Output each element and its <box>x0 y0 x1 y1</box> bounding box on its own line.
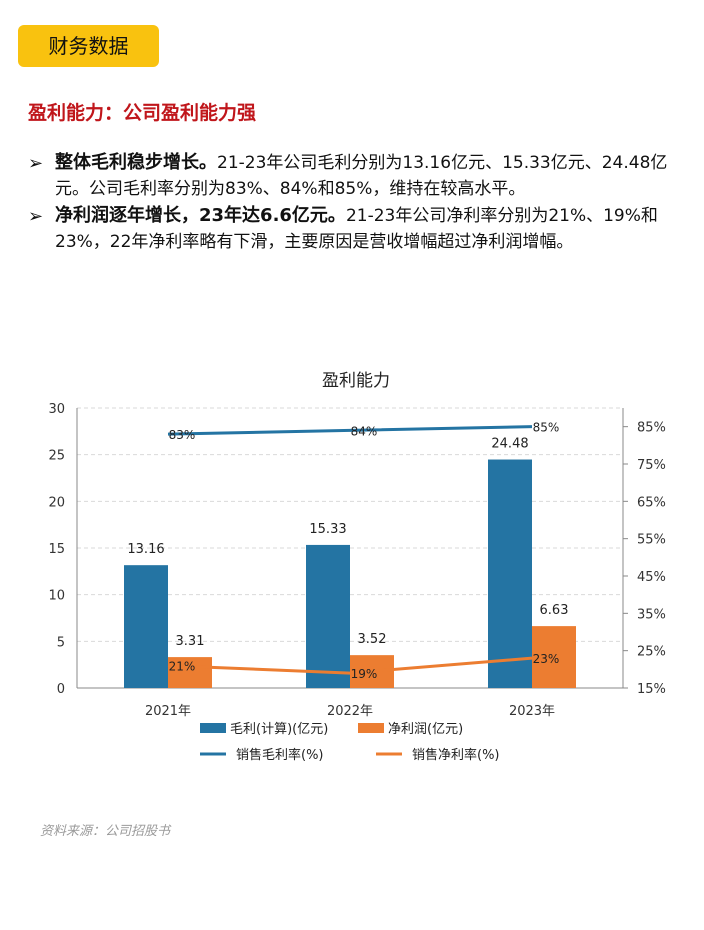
profitability-chart: 盈利能力 0 5 10 15 20 25 30 15% 25% 35% 45% 55% 65% 75% 85… <box>48 371 665 763</box>
chart-bars <box>124 459 576 688</box>
chart-data-labels: 13.16 15.33 24.48 3.31 3.52 6.63 83% 84% 85% 21% 1… <box>127 421 568 681</box>
left-tick-label: 20 <box>48 495 65 510</box>
bullet-body-1: 21-23年公司毛利分别为13.16亿元、15.33亿元、24.48亿元。公司毛… <box>55 153 668 199</box>
bullet-text-2: 净利润逐年增长，23年达6.6亿元。21-23年公司净利率分别为21%、19%和… <box>55 203 688 255</box>
bullet-text-1: 整体毛利稳步增长。21-23年公司毛利分别为13.16亿元、15.33亿元、24… <box>55 150 688 202</box>
series-line <box>167 425 533 436</box>
left-tick-label: 25 <box>48 449 65 464</box>
line-data-label: 21% <box>169 660 196 674</box>
bar-data-label: 6.63 <box>540 603 569 618</box>
line-data-label: 84% <box>351 424 378 438</box>
x-tick-label: 2022年 <box>327 704 373 719</box>
bullet-body-2: 21-23年公司净利率分别为21%、19%和23%，22年净利率略有下滑，主要原… <box>55 206 658 252</box>
source-note: 资料来源：公司招股书 <box>40 824 171 839</box>
left-tick-label: 0 <box>57 682 65 697</box>
bar <box>532 626 576 688</box>
line-data-label: 83% <box>169 428 196 442</box>
left-tick-label: 30 <box>48 402 65 417</box>
bar <box>168 657 212 688</box>
section-title: 盈利能力：公司盈利能力强 <box>28 102 257 124</box>
legend-label: 销售毛利率(%) <box>236 747 324 763</box>
right-tick-label: 45% <box>637 570 666 585</box>
line-data-label: 85% <box>533 421 560 435</box>
bullet-item-2: ➢ 净利润逐年增长，23年达6.6亿元。21-23年公司净利率分别为21%、19… <box>28 203 688 255</box>
line-data-label: 19% <box>351 667 378 681</box>
bar-data-label: 3.31 <box>176 634 205 649</box>
bullet-bold-1: 整体毛利稳步增长。 <box>55 152 217 173</box>
chart-title: 盈利能力 <box>322 371 390 391</box>
arrow-bullet-icon: ➢ <box>28 153 44 174</box>
legend-label: 销售净利率(%) <box>412 747 500 763</box>
legend-swatch <box>200 723 226 733</box>
right-tick-label: 35% <box>637 607 666 622</box>
chart-lines <box>167 425 533 675</box>
legend-label: 毛利(计算)(亿元) <box>230 722 328 737</box>
arrow-bullet-icon: ➢ <box>28 206 44 227</box>
bar-data-label: 3.52 <box>358 632 387 647</box>
line-data-label: 23% <box>533 652 560 666</box>
left-tick-label: 5 <box>57 635 65 650</box>
chart-axes: 0 5 10 15 20 25 30 15% 25% 35% 45% 55% 65% 75% 85% 2021… <box>48 402 665 719</box>
right-tick-label: 55% <box>637 533 666 548</box>
bar-data-label: 15.33 <box>309 522 346 537</box>
bar <box>124 565 168 688</box>
x-tick-label: 2023年 <box>509 704 555 719</box>
right-tick-label: 85% <box>637 421 666 436</box>
bar-data-label: 13.16 <box>127 542 164 557</box>
legend-swatch <box>358 723 384 733</box>
left-tick-label: 10 <box>48 589 65 604</box>
bar <box>306 544 350 688</box>
left-tick-label: 15 <box>48 542 65 557</box>
x-tick-label: 2021年 <box>145 704 191 719</box>
right-tick-label: 65% <box>637 495 666 510</box>
right-tick-label: 75% <box>637 458 666 473</box>
bullet-item-1: ➢ 整体毛利稳步增长。21-23年公司毛利分别为13.16亿元、15.33亿元、… <box>28 150 688 202</box>
legend-label: 净利润(亿元) <box>388 722 463 737</box>
section-tag: 财务数据 <box>18 25 159 67</box>
right-tick-label: 15% <box>637 682 666 697</box>
bullet-list: ➢ 整体毛利稳步增长。21-23年公司毛利分别为13.16亿元、15.33亿元、… <box>28 150 688 256</box>
bar-data-label: 24.48 <box>491 437 528 452</box>
right-tick-label: 25% <box>637 645 666 660</box>
chart-legend: 毛利(计算)(亿元) 净利润(亿元) 销售毛利率(%) 销售净利率(%) <box>200 722 500 763</box>
bar <box>488 459 532 688</box>
series-line <box>167 656 533 675</box>
bullet-bold-2: 净利润逐年增长，23年达6.6亿元。 <box>55 205 346 226</box>
